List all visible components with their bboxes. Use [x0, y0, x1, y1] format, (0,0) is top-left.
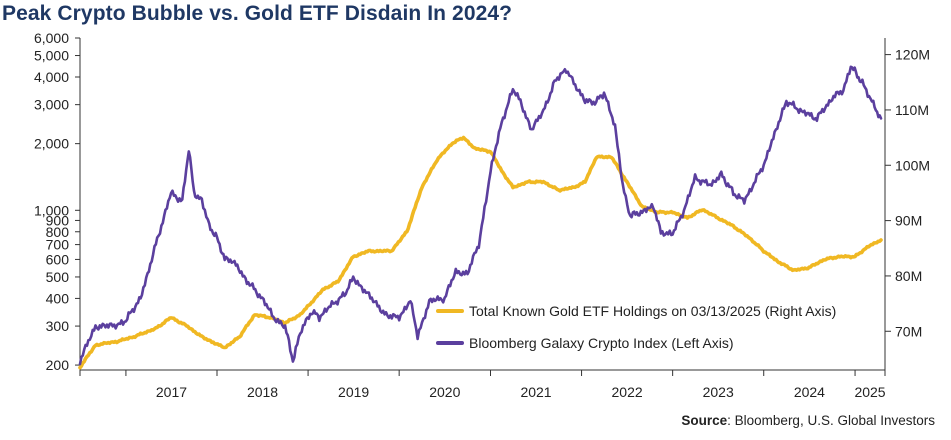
- legend-label: Bloomberg Galaxy Crypto Index (Left Axis…: [469, 335, 734, 351]
- right-y-tick-label: 90M: [895, 213, 922, 229]
- left-y-tick-label: 700: [46, 237, 70, 253]
- legend: Total Known Gold ETF Holdings on 03/13/2…: [436, 303, 836, 351]
- left-y-tick-label: 3,000: [34, 97, 69, 113]
- right-y-tick-label: 70M: [895, 323, 922, 339]
- left-y-tick-label: 400: [46, 290, 70, 306]
- chart-title: Peak Crypto Bubble vs. Gold ETF Disdain …: [2, 2, 513, 25]
- source-note: Source: Bloomberg, U.S. Global Investors: [681, 413, 935, 428]
- legend-label: Total Known Gold ETF Holdings on 03/13/2…: [469, 303, 836, 319]
- x-tick-label: 2025: [854, 384, 885, 400]
- source-label: Source: [681, 413, 728, 428]
- x-tick-label: 2021: [520, 384, 551, 400]
- left-y-tick-label: 300: [46, 318, 70, 334]
- right-y-tick-label: 80M: [895, 268, 922, 284]
- x-tick-label: 2018: [247, 384, 278, 400]
- left-y-tick-label: 200: [46, 357, 70, 373]
- gold-etf-holdings-line: [78, 135, 883, 370]
- x-tick-label: 2019: [338, 384, 369, 400]
- x-tick-label: 2022: [612, 384, 643, 400]
- left-y-tick-label: 600: [46, 251, 70, 267]
- plot-frame: [79, 38, 886, 371]
- right-y-tick-label: 110M: [895, 102, 929, 118]
- left-y-tick-label: 5,000: [34, 48, 69, 64]
- left-y-tick-label: 2,000: [34, 136, 69, 152]
- left-y-tick-label: 800: [46, 224, 70, 240]
- left-y-tick-label: 4,000: [34, 69, 69, 85]
- left-y-tick-label: 1,000: [34, 202, 69, 218]
- right-y-axis: 70M 80M 90M 100M 110M 120M: [885, 47, 930, 339]
- x-tick-label: 2023: [703, 384, 734, 400]
- right-y-tick-label: 120M: [895, 47, 930, 63]
- right-y-tick-label: 100M: [895, 157, 930, 173]
- x-tick-label: 2020: [429, 384, 460, 400]
- left-y-tick-label: 6,000: [34, 30, 69, 46]
- series-lines: [78, 65, 883, 370]
- source-text: : Bloomberg, U.S. Global Investors: [727, 413, 935, 428]
- x-tick-label: 2017: [156, 384, 187, 400]
- crypto-index-line: [78, 65, 883, 366]
- x-axis: 2017 2018 2019 2020 2021 2022 2023 2024 2025: [79, 370, 886, 400]
- left-y-tick-label: 900: [46, 212, 70, 228]
- left-y-tick-label: 500: [46, 269, 70, 285]
- x-tick-label: 2024: [794, 384, 825, 400]
